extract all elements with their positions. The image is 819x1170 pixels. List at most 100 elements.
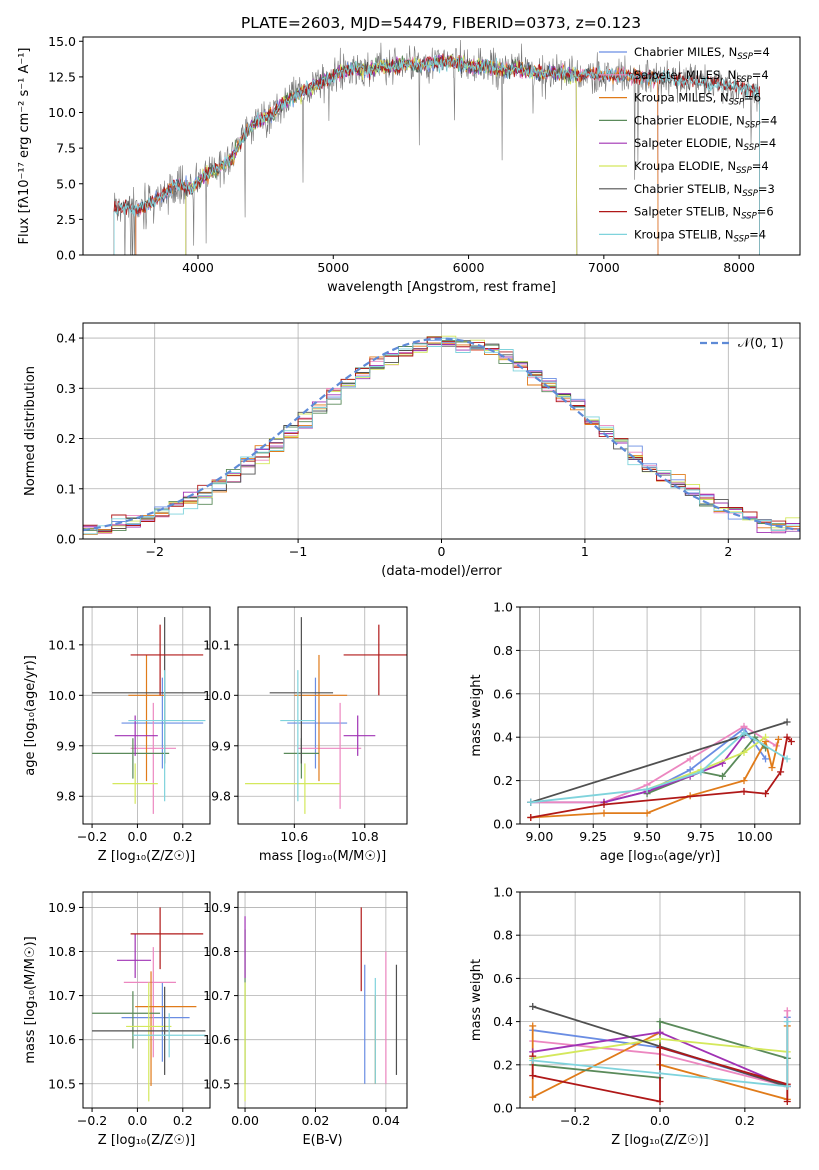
residual-hist-axes bbox=[83, 323, 800, 540]
y-tick-label: 9.9 bbox=[56, 738, 76, 753]
errorbar-kroupa-miles bbox=[128, 654, 165, 782]
mass-weight-vs-Z-x-axis-label: Z [log₁₀(Z/Z☉)] bbox=[611, 1133, 708, 1148]
legend-label-kroupa-miles: Kroupa MILES, NSSP=6 bbox=[634, 91, 761, 108]
series-marker-kroupa-miles bbox=[740, 777, 748, 785]
series-marker-salpeter-stelib bbox=[656, 1098, 664, 1106]
errorbar-kroupa-miles bbox=[294, 654, 348, 782]
y-tick-label: 0.4 bbox=[493, 1014, 513, 1029]
series-marker-kroupa-miles bbox=[643, 809, 651, 817]
errorbar-kroupa-elodie bbox=[245, 763, 341, 814]
legend-label-text: Kroupa ELODIE, N bbox=[634, 159, 736, 173]
x-tick-label: 8000 bbox=[723, 260, 755, 275]
spectrum-plot-area bbox=[113, 39, 760, 255]
x-tick-label: 0.04 bbox=[372, 1113, 400, 1128]
x-tick-label: 0 bbox=[438, 544, 446, 559]
age-vs-mass-frame: 10.6 10.8 9.8 9.9 10.0 10.1 mass [log₁₀(M/M☉)] bbox=[203, 606, 408, 864]
series-marker-chabrier-stelib bbox=[783, 718, 791, 726]
x-tick-label: −0.2 bbox=[77, 829, 107, 844]
series-marker-salpeter-stelib bbox=[600, 800, 608, 808]
mass-weight-vs-age-frame: 9.00 9.25 9.50 9.75 10.00 0.0 0.2 0.4 0.6 0.8 1.0 a… bbox=[469, 600, 801, 864]
series-marker-chabrier-miles bbox=[762, 755, 770, 763]
y-tick-label: 10.7 bbox=[48, 988, 76, 1003]
errorbar-salpeter-miles bbox=[297, 702, 362, 809]
series-marker-kroupa-miles bbox=[529, 1093, 537, 1101]
y-tick-label: 0.3 bbox=[56, 381, 76, 396]
errorbar-kroupa-elodie bbox=[112, 763, 158, 804]
legend-label-sub: SSP bbox=[736, 166, 752, 176]
legend-label-text: Chabrier MILES, N bbox=[634, 45, 737, 59]
x-tick-label: 0.2 bbox=[735, 1113, 755, 1128]
series-marker-salpeter-miles bbox=[783, 1007, 791, 1015]
y-tick-label: 0.2 bbox=[56, 431, 76, 446]
series-line-kroupa-stelib bbox=[532, 1021, 789, 1088]
errorbar-salpeter-stelib bbox=[130, 624, 204, 696]
legend-label-sub: SSP bbox=[734, 234, 750, 244]
legend-label-suffix: =6 bbox=[744, 91, 761, 105]
y-tick-label: 9.8 bbox=[56, 789, 76, 804]
legend-label-kroupa-elodie: Kroupa ELODIE, NSSP=4 bbox=[634, 159, 769, 176]
x-tick-label: 1 bbox=[581, 544, 589, 559]
mass-weight-vs-age-x-axis-label: age [log₁₀(age/yr)] bbox=[600, 849, 721, 864]
mass-vs-Z-axes bbox=[83, 892, 210, 1108]
series-marker-kroupa-elodie bbox=[762, 733, 770, 741]
y-tick-label: 10.1 bbox=[48, 637, 76, 652]
errorbar-salpeter-miles bbox=[123, 947, 176, 1058]
residual-hist-x-axis-label: (data-model)/error bbox=[381, 564, 502, 579]
series-marker-chabrier-elodie bbox=[718, 772, 726, 780]
y-tick-label: 1.0 bbox=[493, 885, 513, 900]
y-tick-label: 9.9 bbox=[211, 738, 231, 753]
series-marker-kroupa-stelib bbox=[740, 729, 748, 737]
x-tick-label: 0.0 bbox=[127, 1113, 147, 1128]
y-tick-label: 15.0 bbox=[48, 34, 76, 49]
series-marker-kroupa-stelib bbox=[527, 798, 535, 806]
x-tick-label: 6000 bbox=[453, 260, 485, 275]
y-tick-label: 10.5 bbox=[203, 1076, 231, 1091]
mass-vs-ebv-frame: 0.00 0.02 0.04 10.5 10.6 10.7 10.8 10.9 E(B-V) bbox=[203, 891, 408, 1148]
y-tick-label: 0.2 bbox=[493, 773, 513, 788]
x-tick-label: 5000 bbox=[317, 260, 349, 275]
errorbar-chabrier-elodie bbox=[92, 738, 170, 779]
y-tick-label: 10.6 bbox=[203, 1032, 231, 1047]
x-tick-label: 9.75 bbox=[687, 829, 715, 844]
y-tick-label: 10.8 bbox=[203, 944, 231, 959]
errorbar-salpeter-stelib bbox=[343, 624, 407, 696]
figure-title: PLATE=2603, MJD=54479, FIBERID=0373, z=0… bbox=[241, 14, 641, 32]
series-marker-salpeter-stelib bbox=[783, 733, 791, 741]
x-tick-label: 0.0 bbox=[127, 829, 147, 844]
spectrum-frame: 4000 5000 6000 7000 8000 0.0 2.5 5.0 7.5 10.0 12.5… bbox=[17, 34, 801, 295]
errorbar-salpeter-stelib bbox=[130, 907, 204, 970]
legend-label-sub: SSP bbox=[745, 120, 761, 130]
y-tick-label: 10.5 bbox=[48, 1076, 76, 1091]
age-vs-Z-x-axis-label: Z [log₁₀(Z/Z☉)] bbox=[98, 849, 195, 864]
x-tick-label: 7000 bbox=[588, 260, 620, 275]
series-marker-kroupa-elodie bbox=[656, 1035, 664, 1043]
y-tick-label: 10.9 bbox=[48, 900, 76, 915]
legend-label-sub: SSP bbox=[729, 98, 745, 108]
x-tick-label: 2 bbox=[724, 544, 732, 559]
series-marker-kroupa-stelib bbox=[529, 1056, 537, 1064]
spectrum-y-axis-label: Flux [fλ10⁻¹⁷ erg cm⁻² s⁻¹ A⁻¹] bbox=[17, 48, 32, 245]
legend-label-suffix: =4 bbox=[753, 45, 770, 59]
legend-label-suffix: =3 bbox=[758, 182, 775, 196]
series-marker-chabrier-stelib bbox=[529, 1002, 537, 1010]
series-marker-chabrier-elodie bbox=[656, 1018, 664, 1026]
errorbar-chabrier-stelib bbox=[92, 617, 206, 764]
legend-label-suffix: =4 bbox=[760, 113, 777, 127]
series-marker-salpeter-stelib bbox=[783, 1098, 791, 1106]
legend-label-text: Kroupa STELIB, N bbox=[634, 227, 734, 241]
series-marker-kroupa-stelib bbox=[643, 785, 651, 793]
mass-weight-vs-age-plot-area bbox=[527, 718, 795, 821]
spectrum-x-axis-label: wavelength [Angstrom, rest frame] bbox=[327, 280, 556, 295]
y-tick-label: 10.7 bbox=[203, 988, 231, 1003]
y-tick-label: 0.2 bbox=[493, 1057, 513, 1072]
y-tick-label: 10.1 bbox=[203, 637, 231, 652]
x-tick-label: 10.6 bbox=[280, 829, 308, 844]
legend-label-suffix: =6 bbox=[757, 205, 774, 219]
mass-vs-Z-y-axis-label: mass [log₁₀(M/M☉)] bbox=[23, 936, 38, 1063]
errorbar-chabrier-miles bbox=[287, 677, 348, 769]
mass-weight-vs-Z-frame: −0.2 0.0 0.2 0.0 0.2 0.4 0.6 0.8 1.0 Z [log₁₀(Z/Z… bbox=[469, 885, 801, 1148]
series-marker-salpeter-elodie bbox=[656, 1028, 664, 1036]
series-marker-kroupa-stelib bbox=[783, 755, 791, 763]
series-marker-kroupa-stelib bbox=[783, 1082, 791, 1090]
